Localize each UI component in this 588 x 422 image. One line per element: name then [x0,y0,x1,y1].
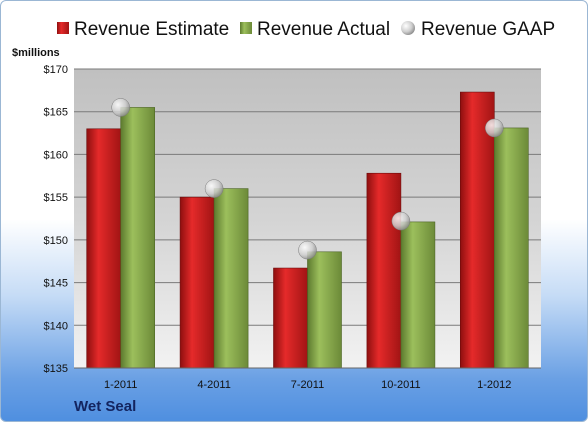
x-tick-label: 4-2011 [197,379,230,391]
bar-revenue-actual [400,221,436,369]
x-tick-label: 1-2012 [477,379,511,391]
bar-revenue-estimate [459,91,495,369]
y-tick-label: $135 [44,363,68,375]
bar-revenue-actual [307,251,342,369]
legend-label-estimate: Revenue Estimate [74,19,229,40]
y-axis-ticks: $135 $140 $145 $150 $155 $160 $165 $170 [44,64,68,375]
x-tick-label: 7-2011 [291,379,324,391]
legend-label-actual: Revenue Actual [257,19,390,40]
x-axis-ticks: 1-2011 4-2011 7-2011 10-2011 1-2012 [104,379,511,391]
y-tick-label: $155 [44,192,68,204]
x-tick-label: 10-2011 [381,379,421,391]
marker-revenue-gaap [391,211,411,231]
bar-revenue-estimate [273,267,308,369]
legend: Revenue Estimate Revenue Actual Revenue … [57,19,555,40]
bar-revenue-estimate [86,128,121,369]
bar-revenue-actual [213,188,249,369]
marker-revenue-gaap [111,98,130,117]
legend-swatch-gaap [401,21,415,35]
bar-revenue-estimate [179,196,215,369]
y-tick-label: $140 [44,320,68,332]
legend-swatch-estimate [57,22,69,34]
bars [86,91,529,369]
y-tick-label: $145 [44,278,68,290]
legend-label-gaap: Revenue GAAP [421,19,555,40]
gaap-markers [111,98,504,260]
marker-revenue-gaap [204,179,224,198]
y-tick-label: $165 [44,107,68,119]
bar-revenue-actual [120,107,155,369]
y-tick-label: $160 [44,149,68,161]
bar-revenue-estimate [366,172,402,369]
y-axis-label: $millions [12,47,60,59]
marker-revenue-gaap [485,118,504,138]
legend-swatch-actual [240,22,252,34]
y-tick-label: $170 [44,64,68,76]
bar-revenue-actual [493,127,529,369]
y-tick-label: $150 [44,235,68,247]
x-tick-label: 1-2011 [104,379,137,391]
marker-revenue-gaap [298,240,317,260]
company-name: Wet Seal [74,398,137,415]
